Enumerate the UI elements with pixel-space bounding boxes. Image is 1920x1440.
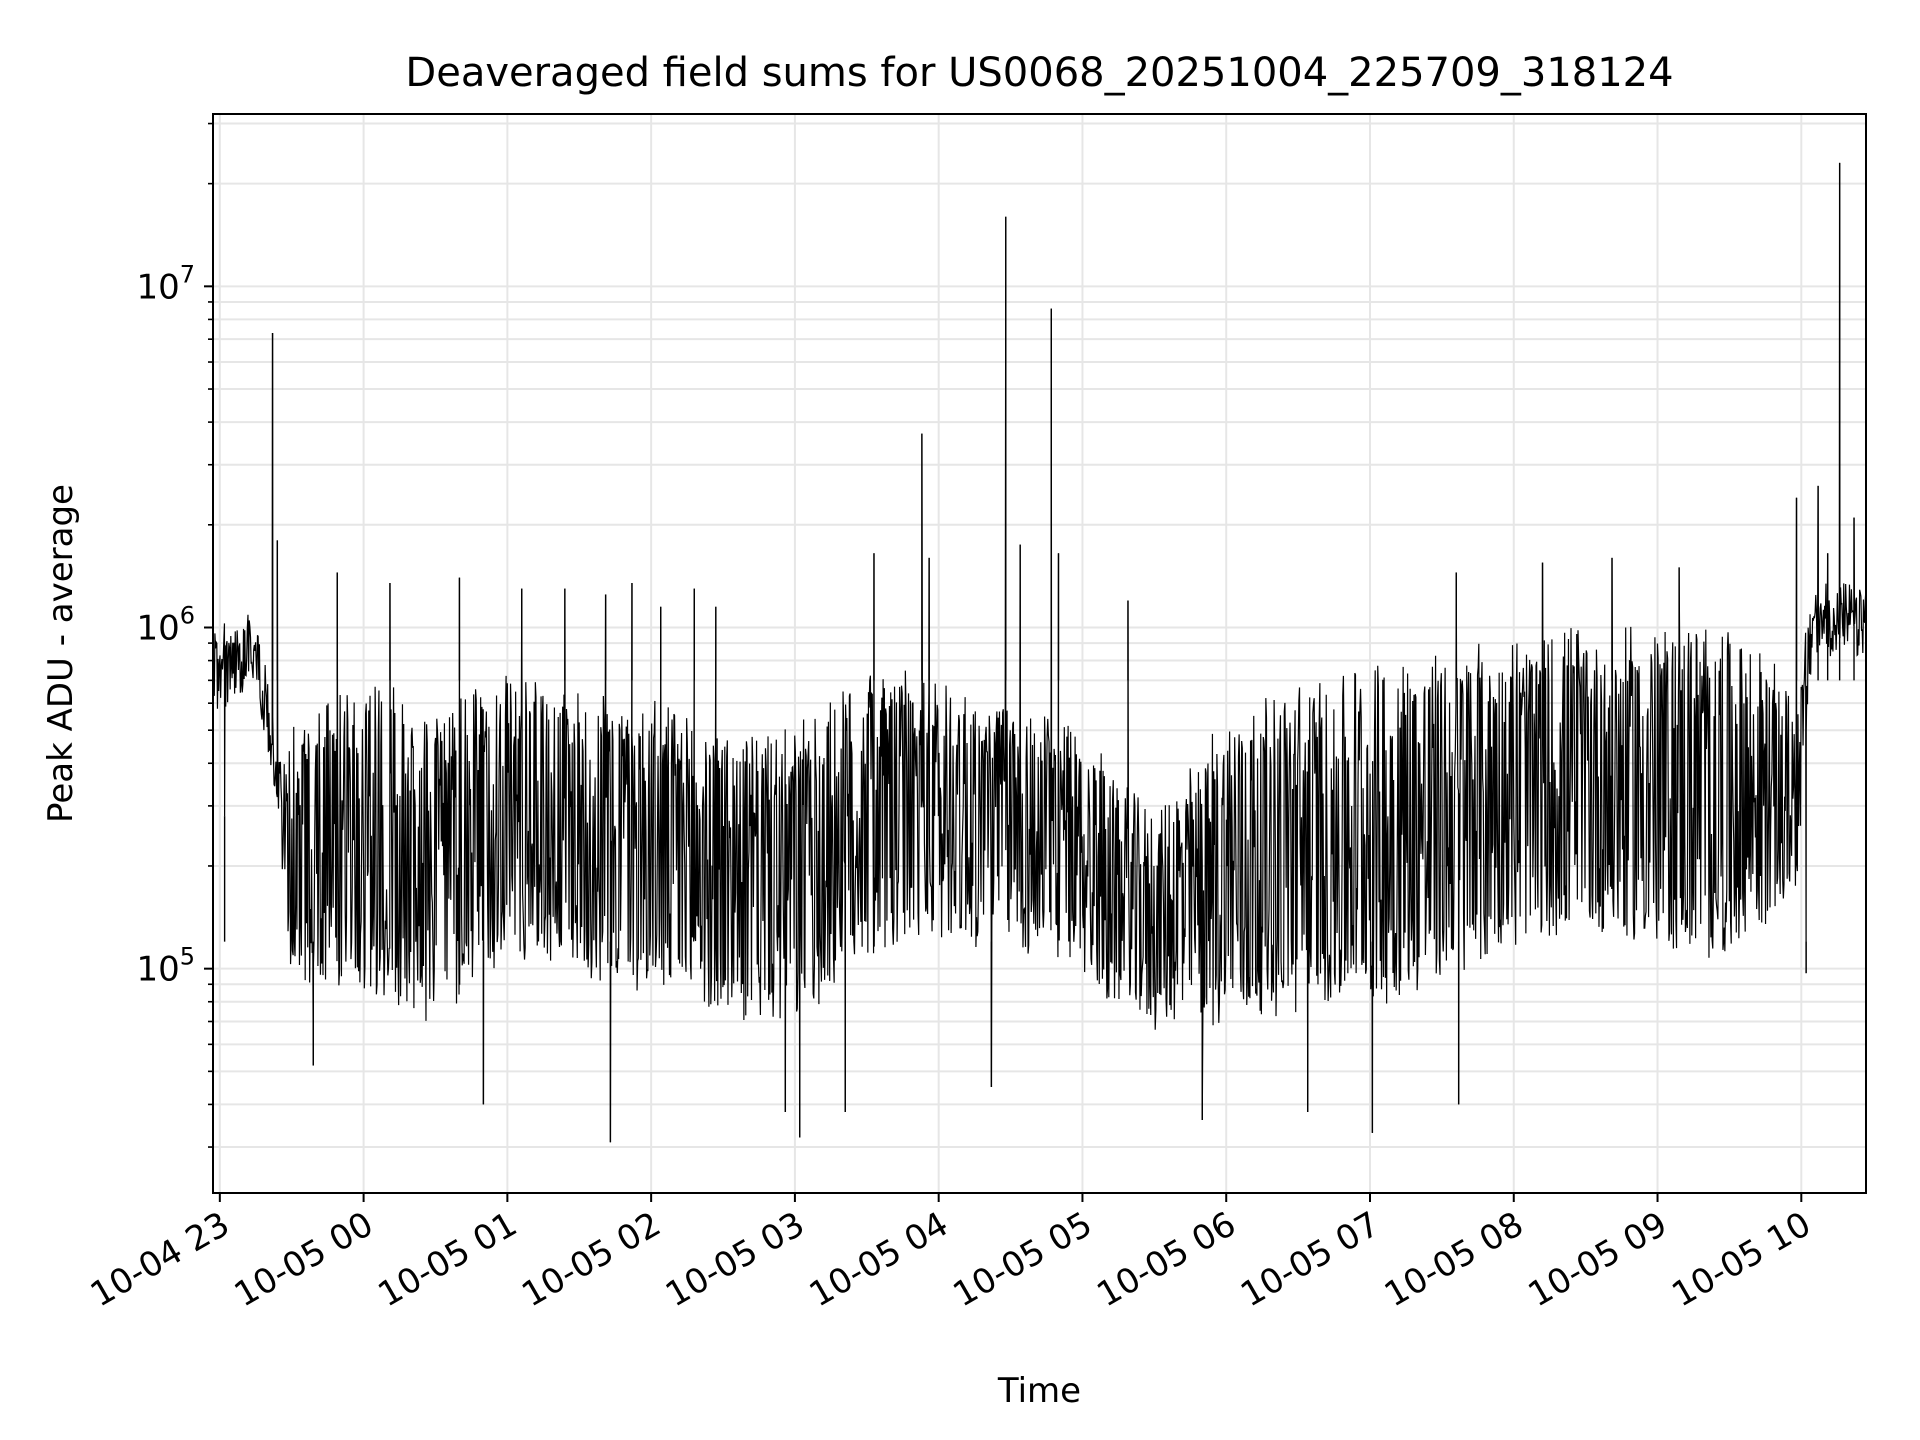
x-axis-label: Time [997, 1371, 1081, 1411]
chart-title: Deaveraged field sums for US0068_2025100… [405, 50, 1673, 96]
series-layer [213, 162, 1866, 1143]
y-tick-label: 106 [136, 601, 195, 648]
y-axis-label: Peak ADU - average [41, 484, 81, 823]
plot-frame [212, 113, 1867, 1194]
y-tick-label: 105 [136, 943, 195, 990]
y-tick-label: 107 [136, 260, 195, 307]
y-axis: 105 106 107 [136, 122, 213, 1148]
series-line [213, 162, 1866, 1143]
